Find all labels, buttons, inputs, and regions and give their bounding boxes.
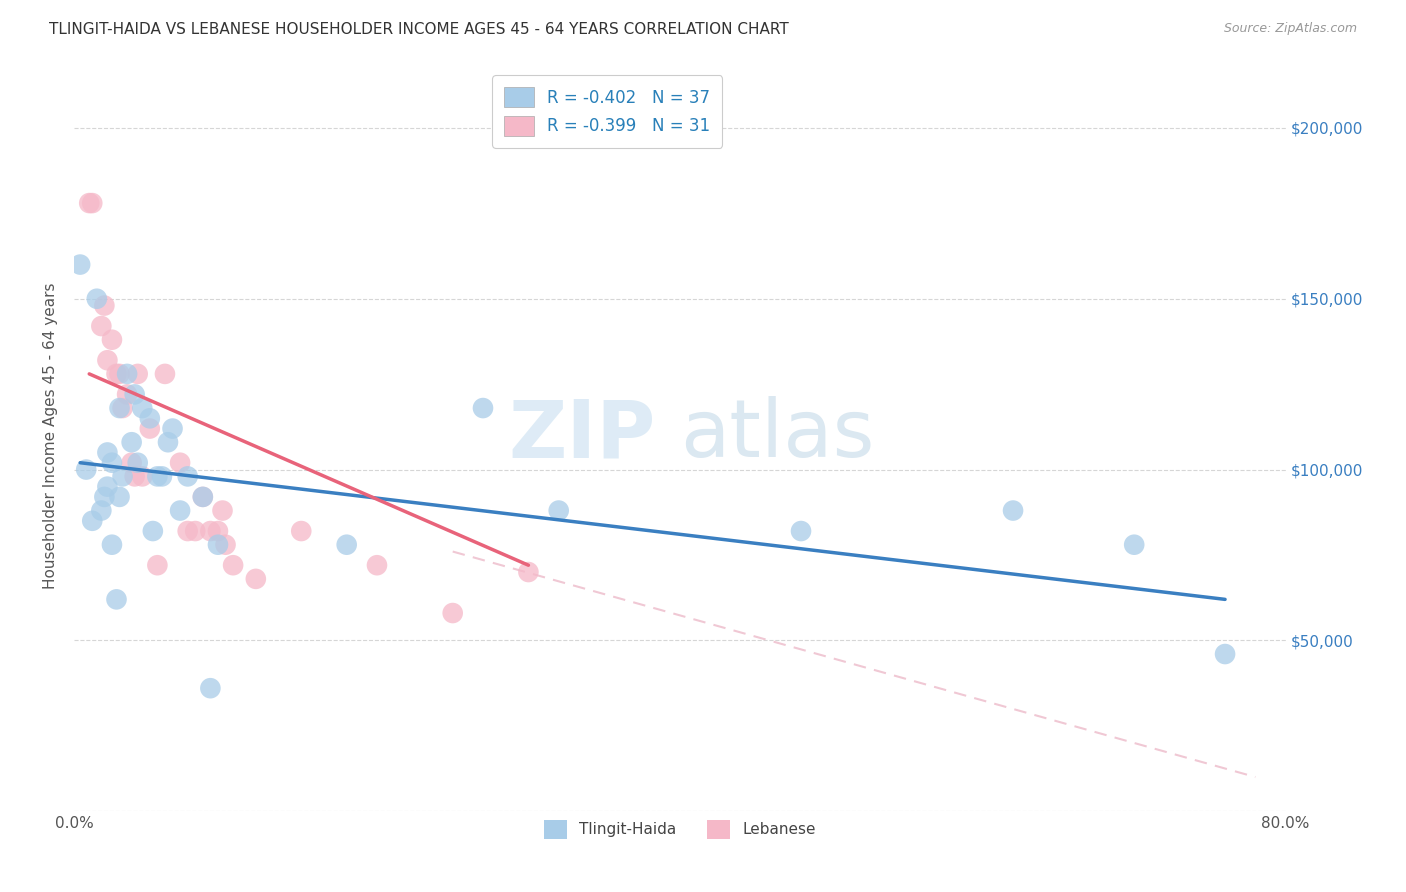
Point [472, 401, 495, 415]
Point [191, 490, 214, 504]
Point [150, 469, 173, 483]
Point [191, 490, 214, 504]
Point [211, 503, 233, 517]
Point [93, 299, 115, 313]
Point [90, 319, 112, 334]
Text: TLINGIT-HAIDA VS LEBANESE HOUSEHOLDER INCOME AGES 45 - 64 YEARS CORRELATION CHAR: TLINGIT-HAIDA VS LEBANESE HOUSEHOLDER IN… [49, 22, 789, 37]
Text: ZIP: ZIP [509, 396, 655, 475]
Y-axis label: Householder Income Ages 45 - 64 years: Householder Income Ages 45 - 64 years [44, 282, 58, 589]
Point [517, 565, 540, 579]
Point [169, 503, 191, 517]
Point [127, 367, 149, 381]
Point [290, 524, 312, 538]
Point [124, 469, 146, 483]
Point [121, 456, 143, 470]
Point [90, 503, 112, 517]
Point [156, 435, 179, 450]
Point [86, 292, 108, 306]
Point [207, 524, 229, 538]
Point [214, 538, 236, 552]
Point [127, 456, 149, 470]
Point [153, 367, 176, 381]
Point [93, 490, 115, 504]
Point [1213, 647, 1236, 661]
Point [184, 524, 207, 538]
Point [131, 469, 153, 483]
Point [176, 469, 198, 483]
Point [101, 538, 124, 552]
Point [96, 445, 118, 459]
Text: Source: ZipAtlas.com: Source: ZipAtlas.com [1223, 22, 1357, 36]
Point [146, 469, 169, 483]
Point [1123, 538, 1146, 552]
Text: atlas: atlas [681, 396, 875, 475]
Point [121, 435, 143, 450]
Point [336, 538, 359, 552]
Point [366, 558, 388, 573]
Point [96, 353, 118, 368]
Point [1002, 503, 1025, 517]
Point [162, 421, 184, 435]
Point [222, 558, 245, 573]
Point [245, 572, 267, 586]
Point [169, 456, 191, 470]
Point [69, 258, 91, 272]
Point [101, 333, 124, 347]
Point [200, 681, 222, 696]
Point [105, 592, 128, 607]
Point [111, 401, 134, 415]
Point [82, 196, 104, 211]
Point [77, 196, 100, 211]
Point [101, 456, 124, 470]
Point [115, 367, 138, 381]
Point [108, 490, 131, 504]
Point [139, 411, 162, 425]
Point [441, 606, 464, 620]
Point [146, 558, 169, 573]
Point [108, 367, 131, 381]
Point [75, 462, 97, 476]
Point [176, 524, 198, 538]
Point [111, 469, 134, 483]
Point [105, 367, 128, 381]
Point [547, 503, 569, 517]
Point [200, 524, 222, 538]
Point [142, 524, 165, 538]
Point [108, 401, 131, 415]
Point [207, 538, 229, 552]
Point [790, 524, 813, 538]
Point [115, 387, 138, 401]
Legend: Tlingit-Haida, Lebanese: Tlingit-Haida, Lebanese [538, 814, 821, 845]
Point [139, 421, 162, 435]
Point [96, 480, 118, 494]
Point [124, 387, 146, 401]
Point [131, 401, 153, 415]
Point [82, 514, 104, 528]
